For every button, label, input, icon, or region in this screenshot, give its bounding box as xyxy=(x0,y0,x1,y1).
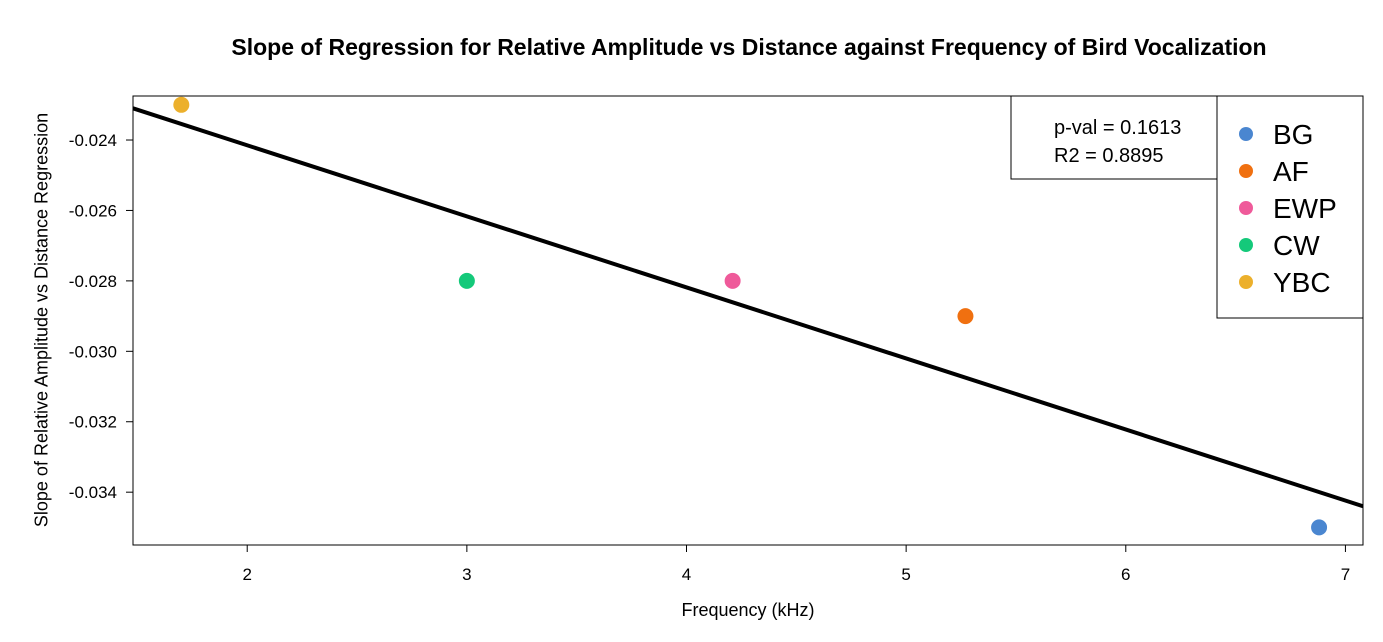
x-tick-label: 7 xyxy=(1341,565,1350,584)
y-tick-label: -0.034 xyxy=(69,483,117,502)
data-point-bg xyxy=(1311,519,1328,536)
legend-label-bg: BG xyxy=(1273,119,1313,150)
y-axis: -0.024 -0.026 -0.028 -0.030 -0.032 -0.034 xyxy=(69,131,133,502)
legend-marker-bg xyxy=(1239,127,1253,141)
x-tick-label: 5 xyxy=(901,565,910,584)
x-tick-label: 6 xyxy=(1121,565,1130,584)
x-axis: 2 3 4 5 6 7 xyxy=(242,545,1350,584)
data-point-ewp xyxy=(724,272,741,289)
legend-marker-ybc xyxy=(1239,275,1253,289)
y-tick-label: -0.028 xyxy=(69,272,117,291)
legend-label-cw: CW xyxy=(1273,230,1320,261)
regression-line-group xyxy=(132,106,1364,509)
data-point-ybc xyxy=(173,96,190,113)
chart-title: Slope of Regression for Relative Amplitu… xyxy=(231,34,1267,60)
x-tick-label: 2 xyxy=(242,565,251,584)
x-axis-label: Frequency (kHz) xyxy=(681,600,815,620)
data-points xyxy=(173,96,1328,536)
x-tick-label: 3 xyxy=(462,565,471,584)
legend-label-af: AF xyxy=(1273,156,1309,187)
stats-pval: p-val = 0.1613 xyxy=(1054,117,1181,139)
stats-box-frame xyxy=(1010,95,1218,180)
legend-marker-af xyxy=(1239,164,1253,178)
plot-frame xyxy=(132,95,1364,546)
regression-line xyxy=(132,106,1364,509)
legend-marker-cw xyxy=(1239,238,1253,252)
legend-label-ybc: YBC xyxy=(1273,267,1331,298)
y-tick-label: -0.024 xyxy=(69,131,117,150)
stats-r2: R2 = 0.8895 xyxy=(1054,145,1164,167)
data-point-af xyxy=(957,308,974,325)
legend-marker-ewp xyxy=(1239,201,1253,215)
y-tick-label: -0.032 xyxy=(69,413,117,432)
x-tick-label: 4 xyxy=(682,565,691,584)
y-tick-label: -0.030 xyxy=(69,342,117,361)
stats-box: p-val = 0.1613 R2 = 0.8895 xyxy=(1010,95,1218,180)
legend: BG AF EWP CW YBC xyxy=(1216,95,1364,319)
legend-label-ewp: EWP xyxy=(1273,193,1337,224)
y-tick-label: -0.026 xyxy=(69,201,117,220)
data-point-cw xyxy=(458,272,475,289)
